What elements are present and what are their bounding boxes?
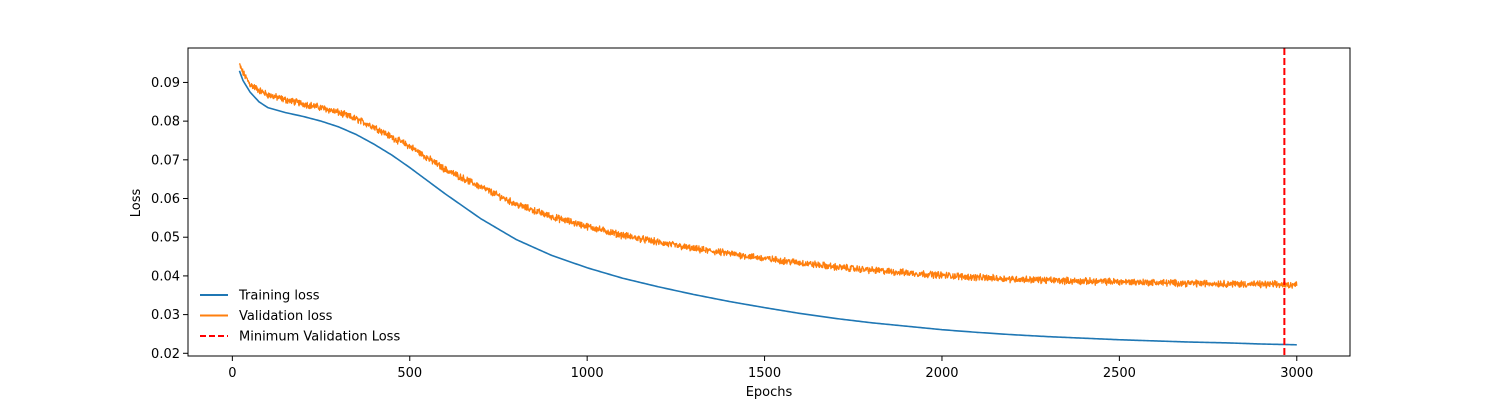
y-tick-label: 0.07 bbox=[151, 153, 180, 168]
y-axis-title: Loss bbox=[129, 189, 144, 218]
legend-label-2: Validation loss bbox=[239, 309, 333, 324]
x-axis: 0 500 1000 1500 2000 2500 3000 bbox=[228, 356, 1313, 381]
legend-label-3: Minimum Validation Loss bbox=[239, 330, 400, 345]
y-tick-label: 0.04 bbox=[151, 269, 180, 284]
y-tick-label: 0.06 bbox=[151, 192, 180, 207]
legend-label-1: Training loss bbox=[238, 289, 320, 304]
series-layer bbox=[238, 48, 1298, 356]
validation-loss-line bbox=[238, 63, 1298, 289]
y-tick-label: 0.09 bbox=[151, 76, 180, 91]
x-tick-label: 1500 bbox=[748, 366, 781, 381]
x-tick-label: 0 bbox=[228, 366, 236, 381]
plot-frame bbox=[187, 47, 1351, 357]
x-tick-label: 1000 bbox=[571, 366, 604, 381]
y-axis: 0.02 0.03 0.04 0.05 0.06 0.07 0.08 0.09 bbox=[151, 76, 188, 362]
x-tick-label: 2500 bbox=[1103, 366, 1136, 381]
x-tick-label: 500 bbox=[397, 366, 422, 381]
y-tick-label: 0.08 bbox=[151, 115, 180, 130]
x-tick-label: 3000 bbox=[1280, 366, 1313, 381]
legend: Training loss Validation loss Minimum Vali… bbox=[200, 289, 400, 345]
y-tick-label: 0.03 bbox=[151, 308, 180, 323]
training-loss-line bbox=[238, 70, 1297, 346]
y-tick-label: 0.05 bbox=[151, 231, 180, 246]
x-tick-label: 2000 bbox=[925, 366, 958, 381]
x-axis-title: Epochs bbox=[746, 385, 793, 400]
y-tick-label: 0.02 bbox=[151, 347, 180, 362]
